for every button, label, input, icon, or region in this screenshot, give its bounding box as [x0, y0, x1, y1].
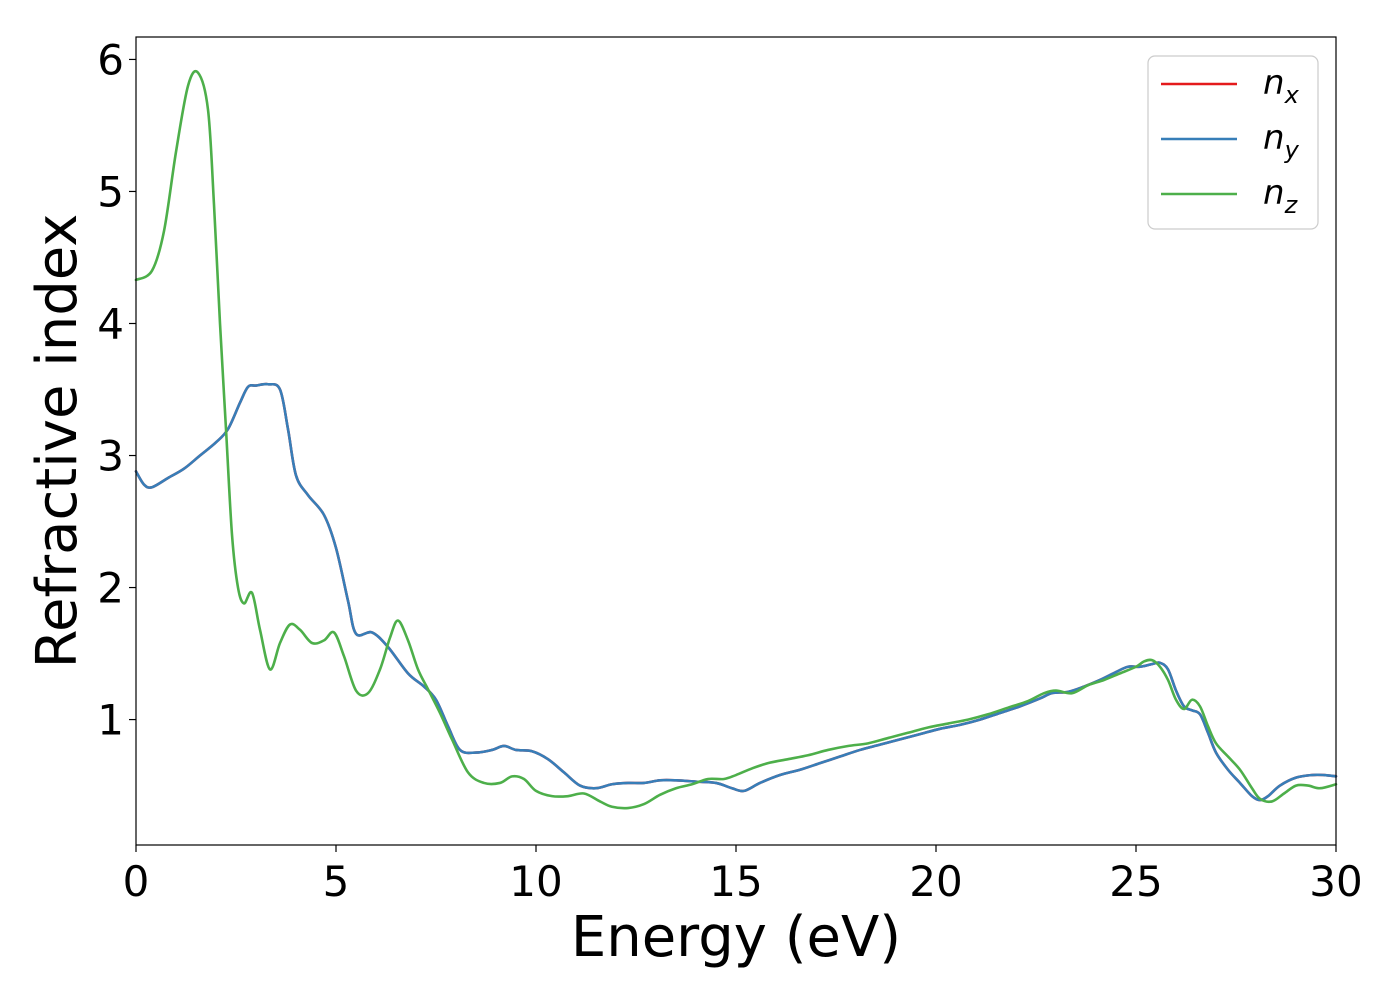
x-axis: 0 5 10 15 20 25 30: [123, 845, 1363, 906]
y-tick-label: 2: [97, 564, 124, 613]
y-tick-label: 5: [97, 167, 124, 216]
x-tick-label: 5: [323, 857, 350, 906]
y-axis-label: Refractive index: [25, 214, 90, 669]
y-axis: 1 2 3 4 5 6: [97, 35, 136, 745]
y-tick-label: 1: [97, 696, 124, 745]
legend-subscript: x: [1284, 81, 1300, 109]
x-tick-label: 10: [509, 857, 562, 906]
x-tick-label: 30: [1309, 857, 1362, 906]
y-tick-label: 4: [97, 299, 124, 348]
x-tick-label: 20: [909, 857, 962, 906]
y-tick-label: 6: [97, 35, 124, 84]
y-tick-label: 3: [97, 432, 124, 481]
series-line-nz: [134, 69, 1338, 810]
x-tick-label: 0: [123, 857, 150, 906]
x-axis-label: Energy (eV): [571, 905, 901, 970]
legend-frame: [1147, 55, 1319, 230]
series-line-ny: [134, 382, 1338, 802]
legend-subscript: z: [1284, 191, 1299, 219]
legend-subscript: y: [1284, 136, 1300, 164]
x-tick-label: 15: [709, 857, 762, 906]
series-layer: [134, 69, 1338, 810]
x-tick-label: 25: [1109, 857, 1162, 906]
